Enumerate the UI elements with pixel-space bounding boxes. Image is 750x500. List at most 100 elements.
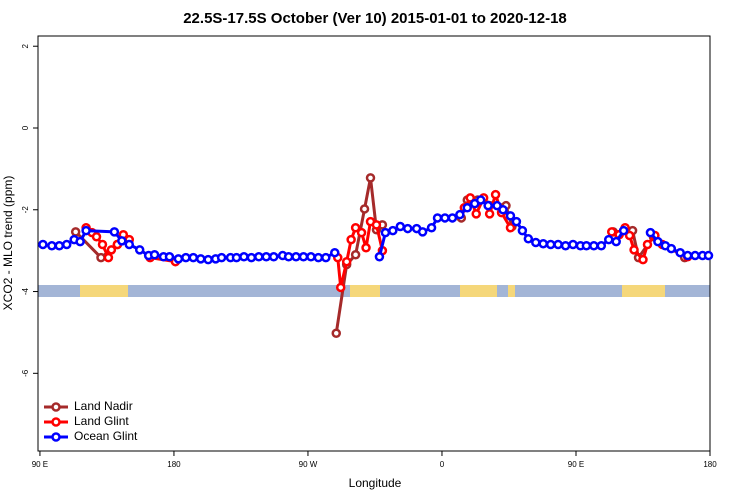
legend-label: Land Glint	[74, 414, 129, 428]
data-point	[330, 247, 340, 258]
data-point	[538, 238, 548, 249]
data-point	[690, 250, 700, 261]
data-point	[553, 239, 563, 250]
data-point	[589, 240, 599, 251]
data-point	[341, 256, 352, 267]
data-point	[91, 232, 102, 242]
data-point	[395, 221, 406, 232]
data-point	[75, 236, 85, 247]
data-point	[596, 240, 607, 251]
data-point	[642, 239, 653, 250]
y-tick-label: -2	[21, 206, 30, 214]
data-point	[371, 220, 382, 230]
data-point	[645, 227, 656, 238]
y-tick-label: 2	[21, 43, 30, 48]
data-point	[675, 247, 685, 258]
land-strip	[460, 285, 497, 297]
data-point	[432, 213, 443, 223]
data-point	[666, 243, 677, 254]
data-point	[350, 223, 361, 233]
data-point	[568, 239, 578, 250]
data-point	[313, 252, 324, 263]
data-point	[517, 225, 528, 236]
data-point	[560, 240, 571, 251]
data-point	[97, 239, 108, 250]
data-point	[638, 254, 648, 265]
data-point	[426, 223, 437, 233]
land-strip	[508, 285, 515, 297]
data-point	[455, 209, 465, 220]
data-point	[298, 252, 309, 262]
data-point	[350, 249, 361, 260]
data-point	[505, 211, 516, 221]
data-point	[531, 237, 541, 248]
data-point	[283, 252, 294, 262]
x-tick-label: 180	[703, 460, 717, 469]
data-point	[380, 227, 391, 238]
data-point	[109, 227, 120, 237]
data-point	[239, 252, 249, 262]
data-point	[216, 252, 227, 263]
data-point	[246, 252, 257, 263]
data-point	[447, 213, 458, 223]
data-point	[335, 282, 346, 293]
data-point	[484, 209, 495, 219]
data-point	[618, 225, 629, 236]
data-point	[498, 205, 508, 215]
data-point	[475, 195, 486, 205]
data-point	[70, 227, 81, 237]
data-point	[361, 243, 371, 253]
data-point	[268, 252, 279, 262]
data-point	[505, 223, 516, 233]
data-point	[581, 240, 592, 251]
data-point	[346, 234, 356, 245]
data-point	[462, 202, 473, 213]
data-point	[47, 240, 57, 251]
x-tick-label: 90 W	[299, 460, 318, 469]
land-strip	[350, 285, 380, 297]
data-point	[388, 225, 398, 236]
data-point	[545, 239, 556, 250]
x-tick-label: 90 E	[568, 460, 584, 469]
data-point	[440, 213, 450, 223]
y-axis-label: XCO2 - MLO trend (ppm)	[1, 176, 15, 311]
data-point	[306, 252, 316, 262]
data-point	[321, 252, 331, 263]
land-strip	[622, 285, 665, 297]
data-point	[254, 252, 264, 262]
surface-strip	[38, 285, 710, 297]
data-point	[653, 236, 663, 247]
data-point	[203, 254, 213, 265]
legend-label: Land Nadir	[74, 399, 133, 413]
plot-frame	[37, 35, 711, 452]
data-point	[106, 245, 117, 255]
x-axis-label: Longitude	[349, 476, 402, 490]
y-tick-label: -4	[21, 287, 30, 295]
data-point	[611, 236, 621, 247]
data-point	[374, 252, 385, 262]
legend-label: Ocean Glint	[74, 429, 138, 443]
y-tick-label: -6	[21, 369, 30, 377]
data-point	[365, 173, 376, 183]
data-point	[54, 240, 65, 251]
data-point	[231, 252, 242, 263]
data-point	[356, 227, 367, 238]
data-point	[492, 200, 502, 211]
data-point	[511, 216, 522, 227]
y-tick-label: 0	[21, 125, 30, 130]
data-point	[523, 234, 534, 244]
chart-title: 22.5S-17.5S October (Ver 10) 2015-01-01 …	[183, 10, 567, 27]
data-point	[134, 245, 145, 255]
data-point	[402, 223, 413, 234]
data-point	[471, 209, 481, 219]
data-point	[261, 252, 272, 262]
data-point	[149, 249, 160, 260]
legend-marker	[51, 417, 61, 427]
data-point	[188, 252, 199, 263]
data-point	[96, 252, 106, 263]
data-point	[291, 252, 301, 262]
x-tick-label: 90 E	[32, 460, 48, 469]
data-point	[629, 245, 639, 255]
